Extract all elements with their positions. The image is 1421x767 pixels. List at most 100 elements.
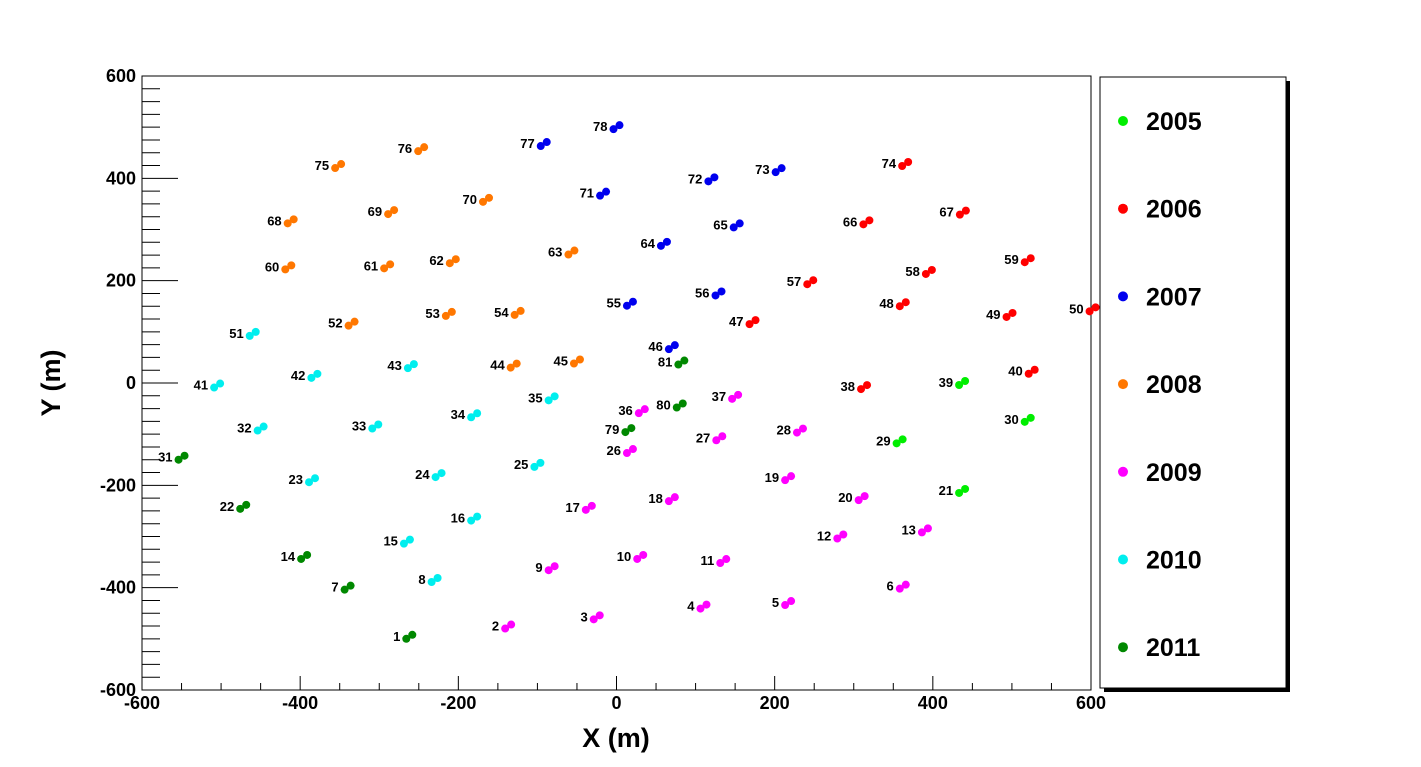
point-label: 52 — [328, 316, 342, 331]
point-label: 54 — [494, 305, 509, 320]
data-point-marker — [839, 530, 848, 539]
data-point — [656, 237, 671, 250]
data-point — [297, 550, 312, 563]
data-point-marker — [722, 555, 731, 564]
data-point-marker — [550, 562, 559, 571]
data-point-marker — [595, 611, 604, 620]
data-point-marker — [380, 264, 389, 273]
data-point-marker — [717, 287, 726, 296]
data-point — [955, 206, 970, 219]
data-point-marker — [408, 630, 417, 639]
data-point-marker — [303, 550, 312, 559]
data-point-marker — [1030, 365, 1039, 374]
point-label: 47 — [729, 314, 743, 329]
data-point-marker — [180, 451, 189, 460]
point-label: 33 — [352, 418, 366, 433]
point-label: 80 — [656, 398, 670, 413]
x-tick-label: 400 — [918, 693, 948, 713]
data-point — [634, 405, 649, 418]
data-point-marker — [892, 439, 901, 448]
data-point — [857, 381, 872, 394]
data-point-marker — [718, 432, 727, 441]
data-point — [569, 355, 584, 368]
point-label: 5 — [772, 595, 779, 610]
data-point — [672, 399, 687, 412]
data-point-marker — [634, 409, 643, 418]
data-point — [414, 143, 429, 156]
data-point-marker — [451, 255, 460, 264]
point-label: 10 — [617, 549, 631, 564]
data-point — [210, 379, 225, 392]
point-label: 32 — [237, 421, 251, 436]
y-tick-label: 400 — [106, 168, 136, 188]
data-point-marker — [479, 197, 488, 206]
point-label: 12 — [817, 529, 831, 544]
point-label: 3 — [580, 609, 587, 624]
legend-label: 2010 — [1146, 547, 1202, 575]
data-point-marker — [346, 581, 355, 590]
data-point — [510, 306, 525, 319]
point-label: 60 — [265, 259, 279, 274]
point-label: 71 — [580, 186, 594, 201]
data-point-marker — [621, 428, 630, 437]
y-tick-label: -600 — [100, 680, 136, 700]
point-label: 68 — [267, 213, 281, 228]
data-point — [402, 630, 417, 643]
point-label: 56 — [695, 285, 709, 300]
point-label: 29 — [876, 433, 890, 448]
data-point-marker — [467, 516, 476, 525]
data-point-marker — [680, 356, 689, 365]
data-point-marker — [259, 422, 268, 431]
point-label: 67 — [939, 205, 953, 220]
data-point-marker — [1026, 413, 1035, 422]
data-point-marker — [678, 399, 687, 408]
data-point-marker — [895, 584, 904, 593]
data-point-marker — [857, 385, 866, 394]
data-point-marker — [622, 449, 631, 458]
data-point — [544, 562, 559, 575]
data-point — [174, 451, 189, 464]
data-point-marker — [961, 484, 970, 493]
data-point-marker — [506, 363, 515, 372]
data-point — [664, 341, 679, 354]
point-label: 16 — [451, 511, 465, 526]
data-point-marker — [570, 246, 579, 255]
data-point — [833, 530, 848, 543]
data-point-marker — [702, 600, 711, 609]
x-tick-label: 200 — [760, 693, 790, 713]
data-point-marker — [670, 493, 679, 502]
point-label: 20 — [838, 490, 852, 505]
data-point-marker — [734, 390, 743, 399]
point-label: 74 — [882, 156, 897, 171]
point-label: 6 — [887, 579, 894, 594]
data-point — [674, 356, 689, 369]
data-point-marker — [917, 528, 926, 537]
point-label: 64 — [640, 236, 655, 251]
data-point-marker — [344, 321, 353, 330]
data-point — [1020, 413, 1035, 426]
data-point-marker — [485, 193, 494, 202]
data-point-marker — [550, 392, 559, 401]
point-label: 69 — [368, 204, 382, 219]
data-point-marker — [350, 317, 359, 326]
data-point-marker — [536, 458, 545, 467]
data-point-marker — [921, 269, 930, 278]
data-point-marker — [798, 424, 807, 433]
data-point-marker — [305, 478, 314, 487]
point-label: 36 — [618, 403, 632, 418]
data-point-marker — [420, 143, 429, 152]
data-point — [729, 219, 744, 232]
point-label: 55 — [606, 296, 620, 311]
data-point-marker — [955, 210, 964, 219]
x-tick-label: -200 — [440, 693, 476, 713]
data-point-marker — [337, 160, 346, 169]
point-label: 13 — [901, 522, 915, 537]
data-point-marker — [955, 381, 964, 389]
data-point-marker — [384, 210, 393, 219]
data-point-marker — [390, 206, 399, 215]
point-label: 73 — [755, 162, 769, 177]
legend-marker — [1118, 554, 1128, 565]
data-point-marker — [622, 301, 631, 310]
point-label: 77 — [520, 136, 534, 151]
point-label: 24 — [415, 467, 430, 482]
